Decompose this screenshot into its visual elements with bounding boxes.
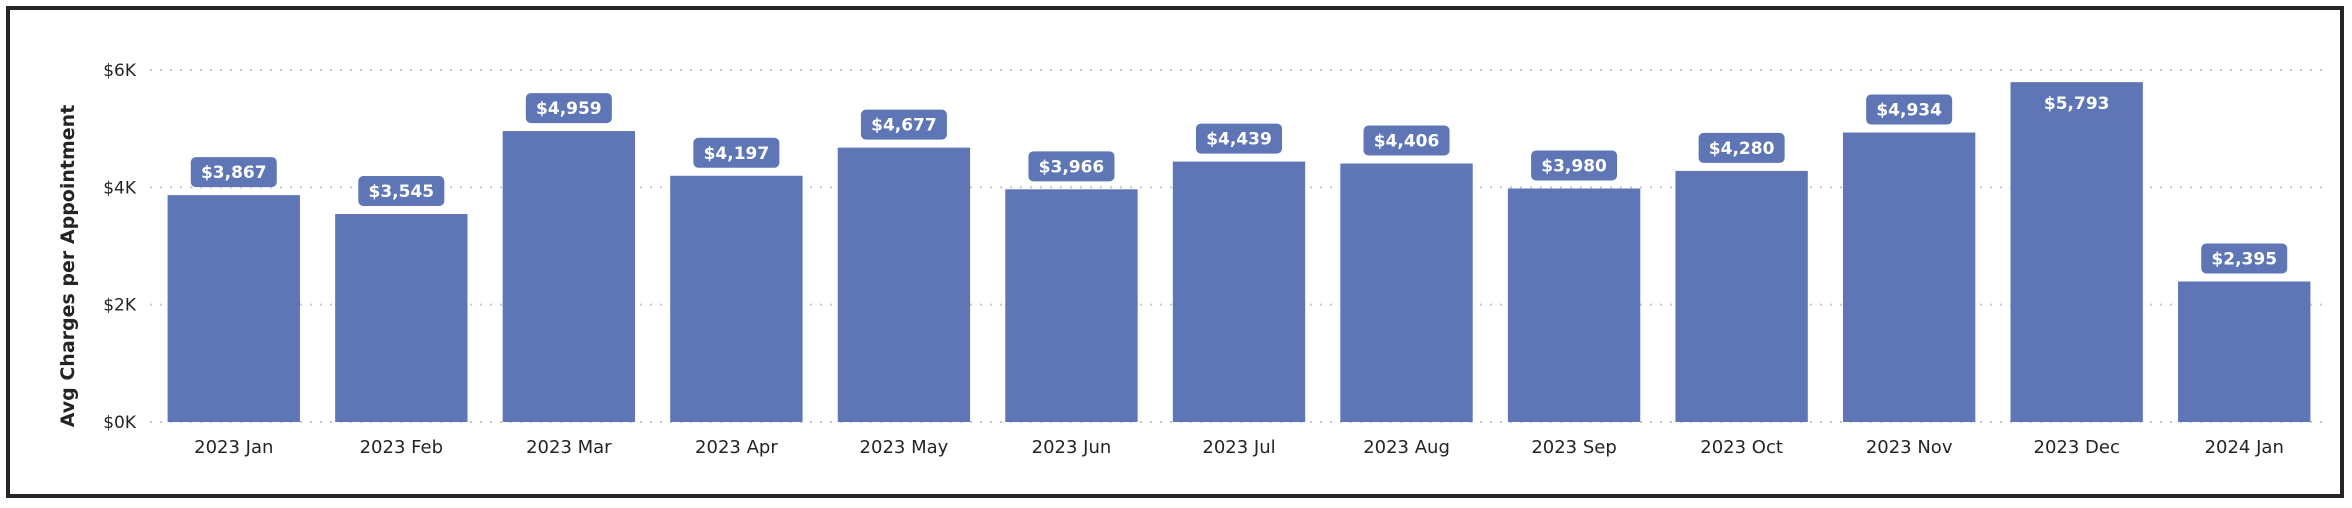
data-label-background	[1363, 125, 1450, 156]
y-tick-label: $2K	[103, 296, 137, 316]
x-tick-label: 2024 Jan	[2205, 437, 2284, 458]
data-label: $4,677	[871, 116, 937, 136]
bar[interactable]	[837, 147, 971, 422]
bar[interactable]	[2010, 82, 2143, 423]
bar[interactable]	[1842, 132, 1976, 422]
data-label: $5,793	[2044, 94, 2110, 114]
data-label: $4,934	[1876, 101, 1942, 121]
data-label-background	[1698, 132, 1785, 163]
data-label-background	[190, 157, 277, 188]
data-label-background	[1866, 94, 1953, 125]
data-label: $3,545	[369, 182, 435, 202]
data-label: $4,959	[536, 99, 602, 119]
data-label: $3,867	[201, 163, 267, 183]
bar[interactable]	[670, 175, 803, 422]
y-axis-title: Avg Charges per Appointment	[57, 105, 79, 428]
data-label-background	[1531, 150, 1618, 181]
data-label-background	[2033, 88, 2120, 119]
bar[interactable]	[167, 195, 300, 422]
data-label-background	[1196, 123, 1282, 154]
bar[interactable]	[1172, 161, 1306, 422]
bar[interactable]	[1675, 170, 1808, 422]
bar[interactable]	[335, 214, 468, 422]
data-label: $4,197	[704, 144, 770, 164]
x-tick-label: 2023 Feb	[360, 437, 443, 458]
x-tick-label: 2023 Oct	[1700, 437, 1783, 458]
data-label-background	[525, 93, 612, 124]
data-labels: $3,867 $3,545 $4,959 $4,197 $4,677 $3,966 $4,4…	[190, 88, 2288, 274]
y-axis-ticks: $0K $2K $4K $6K	[103, 61, 137, 433]
bar[interactable]	[1005, 189, 1138, 422]
bar[interactable]	[2178, 281, 2311, 422]
data-label: $4,280	[1709, 139, 1775, 159]
x-tick-label: 2023 Sep	[1531, 437, 1616, 458]
x-tick-label: 2023 Dec	[2034, 437, 2120, 458]
data-label: $3,980	[1541, 157, 1607, 177]
y-tick-label: $0K	[103, 413, 137, 433]
x-tick-label: 2023 Mar	[526, 437, 612, 458]
chart-frame: $0K $2K $4K $6K $3,867 $3,545 $4,959 $4,197 $4,…	[6, 6, 2344, 498]
bars	[167, 82, 2311, 423]
bar[interactable]	[1340, 163, 1473, 423]
data-label-background	[2201, 243, 2288, 274]
x-tick-label: 2023 Apr	[695, 437, 778, 458]
y-tick-label: $6K	[103, 61, 137, 81]
data-label: $4,406	[1374, 132, 1440, 152]
x-tick-label: 2023 Jan	[194, 437, 273, 458]
x-axis-labels: 2023 Jan 2023 Feb 2023 Mar 2023 Apr 2023 May…	[194, 437, 2284, 458]
bar[interactable]	[1507, 188, 1641, 422]
bar-chart: $0K $2K $4K $6K $3,867 $3,545 $4,959 $4,197 $4,…	[57, 61, 2328, 458]
data-label: $4,439	[1206, 130, 1272, 150]
x-tick-label: 2023 Nov	[1866, 437, 1953, 458]
data-label: $2,395	[2211, 249, 2277, 269]
data-label-background	[358, 176, 445, 207]
x-tick-label: 2023 Jul	[1202, 437, 1275, 458]
x-tick-label: 2023 Jun	[1032, 437, 1112, 458]
data-label: $3,966	[1039, 157, 1105, 177]
x-tick-label: 2023 May	[860, 437, 949, 458]
y-tick-label: $4K	[103, 178, 137, 198]
bar[interactable]	[502, 131, 636, 422]
data-label-background	[860, 109, 947, 140]
data-label-background	[1028, 151, 1115, 182]
data-label-background	[693, 137, 780, 168]
x-tick-label: 2023 Aug	[1363, 437, 1450, 458]
